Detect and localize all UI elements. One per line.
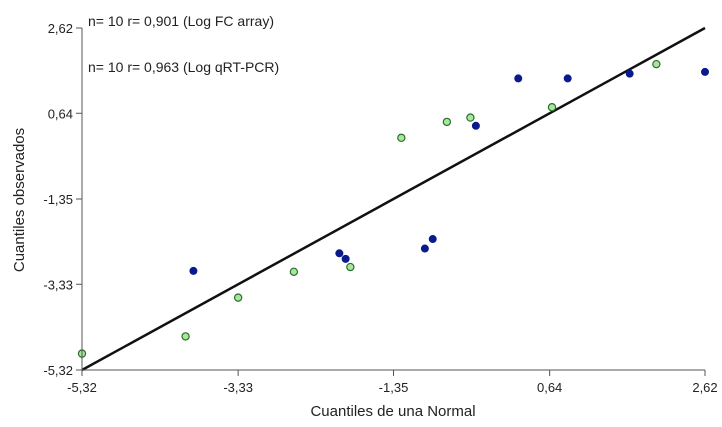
data-point: [514, 74, 523, 83]
data-point: [563, 74, 572, 83]
ticks-group: -5,32 -3,33 -1,35 0,64 2,62 -5,32 -3,33 -1,35 0,…: [43, 21, 717, 395]
y-tick-label: -5,32: [43, 363, 73, 378]
data-point: [346, 262, 355, 272]
y-tick-label: -3,33: [43, 277, 73, 292]
data-point: [397, 133, 406, 143]
data-point: [652, 59, 661, 69]
y-tick-label: 0,64: [48, 106, 73, 121]
reference-line: [81, 26, 706, 372]
data-point: [547, 103, 557, 112]
data-point: [625, 69, 634, 78]
x-tick-label: 2,62: [692, 380, 717, 395]
data-point: [471, 121, 480, 130]
stat-annotation: n= 10 r= 0,963 (Log qRT-PCR): [88, 59, 279, 75]
data-point: [466, 113, 475, 122]
data-point: [420, 244, 429, 253]
data-point: [701, 67, 710, 76]
data-point: [289, 267, 299, 276]
x-tick-label: -5,32: [67, 380, 97, 395]
stat-annotation: n= 10 r= 0,901 (Log FC array): [88, 13, 274, 29]
data-point: [442, 117, 452, 127]
x-tick-label: -1,35: [379, 380, 409, 395]
y-axis-label: Cuantiles observados: [11, 128, 28, 272]
plot-area: [77, 26, 710, 372]
x-tick-label: -3,33: [223, 380, 253, 395]
data-point: [189, 266, 198, 275]
x-axis-label: Cuantiles de una Normal: [310, 403, 475, 420]
data-point: [341, 254, 350, 263]
x-tick-label: 0,64: [537, 380, 562, 395]
data-point: [428, 235, 437, 244]
y-tick-label: 2,62: [48, 21, 73, 36]
data-point: [335, 249, 344, 258]
data-point: [233, 293, 243, 302]
annotations-group: n= 10 r= 0,901 (Log FC array) n= 10 r= 0,…: [88, 13, 279, 75]
data-point: [181, 332, 190, 341]
y-tick-label: -1,35: [43, 192, 73, 207]
